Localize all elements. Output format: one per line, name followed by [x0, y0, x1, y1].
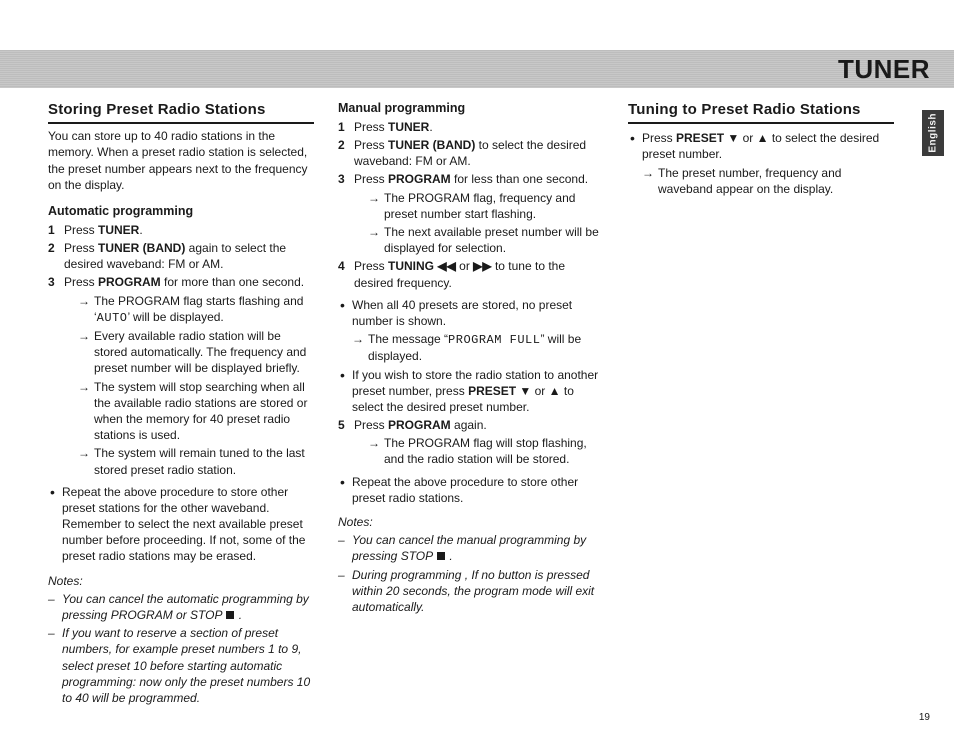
page-number: 19: [919, 712, 930, 723]
manual-result-1: The PROGRAM flag, frequency and preset n…: [368, 190, 604, 222]
text-bold: ▶▶: [473, 259, 491, 273]
text-bold: TUNING ◀◀: [388, 259, 456, 273]
text: .: [446, 549, 453, 563]
text: Press: [64, 223, 98, 237]
manual-result-5: The PROGRAM flag will stop flashing, and…: [368, 435, 604, 467]
text: The message “: [368, 332, 448, 346]
text: .: [429, 120, 432, 134]
text: for more than one second.: [161, 275, 304, 289]
text: You can cancel the manual programming by…: [352, 533, 586, 563]
auto-step-2: 2 Press TUNER (BAND) again to select the…: [48, 240, 314, 272]
text: You can cancel the automatic programming…: [62, 592, 309, 622]
text: .: [139, 223, 142, 237]
lcd-text: AUTO: [97, 311, 128, 325]
text-bold: TUNER: [98, 223, 139, 237]
text: or: [456, 259, 473, 273]
intro-text: You can store up to 40 radio stations in…: [48, 128, 314, 193]
text-bold: TUNER: [388, 120, 429, 134]
text-bold: TUNER (BAND): [388, 138, 475, 152]
text: or: [739, 131, 756, 145]
text: or: [531, 384, 548, 398]
text: Press: [354, 120, 388, 134]
text: Press: [64, 241, 98, 255]
manual-result-2: The next available preset number will be…: [368, 224, 604, 256]
manual-step-1: 1 Press TUNER.: [338, 119, 604, 135]
column-manual: Manual programming 1 Press TUNER. 2 Pres…: [338, 100, 604, 711]
text-bold: PROGRAM: [388, 172, 451, 186]
text-bold: ▲: [757, 131, 769, 145]
text: Press: [354, 259, 388, 273]
manual-bullet-2: If you wish to store the radio station t…: [338, 367, 604, 416]
text: Press: [354, 418, 388, 432]
manual-note-1: You can cancel the manual programming by…: [338, 532, 604, 564]
language-tab: English: [922, 110, 944, 156]
auto-note-1: You can cancel the automatic programming…: [48, 591, 314, 623]
heading-manual: Manual programming: [338, 100, 604, 117]
stop-icon: [437, 552, 445, 560]
manual-note-2: During programming , If no button is pre…: [338, 567, 604, 616]
column-storing: Storing Preset Radio Stations You can st…: [48, 100, 314, 711]
text: Press: [354, 138, 388, 152]
notes-label: Notes:: [48, 573, 314, 589]
auto-repeat-note: Repeat the above procedure to store othe…: [48, 484, 314, 565]
heading-automatic: Automatic programming: [48, 203, 314, 220]
text-bold: ▲: [549, 384, 561, 398]
text: .: [235, 608, 242, 622]
header-band: TUNER: [0, 50, 954, 88]
stop-icon: [226, 611, 234, 619]
text-bold: PROGRAM: [388, 418, 451, 432]
heading-tuning: Tuning to Preset Radio Stations: [628, 100, 894, 124]
lcd-text: PROGRAM FULL: [448, 333, 540, 347]
auto-result-4: The system will remain tuned to the last…: [78, 445, 314, 477]
text: ’ will be displayed.: [127, 310, 223, 324]
auto-result-3: The system will stop searching when all …: [78, 379, 314, 444]
auto-step-1: 1 Press TUNER.: [48, 222, 314, 238]
text-bold: PRESET ▼: [468, 384, 531, 398]
manual-step-2: 2 Press TUNER (BAND) to select the desir…: [338, 137, 604, 169]
header-title: TUNER: [838, 54, 930, 85]
manual-repeat-note: Repeat the above procedure to store othe…: [338, 474, 604, 506]
text-bold: PROGRAM: [98, 275, 161, 289]
manual-step-4: 4 Press TUNING ◀◀ or ▶▶ to tune to the d…: [338, 258, 604, 290]
text-bold: PRESET ▼: [676, 131, 739, 145]
heading-storing: Storing Preset Radio Stations: [48, 100, 314, 124]
text-bold: TUNER (BAND): [98, 241, 185, 255]
auto-result-2: Every available radio station will be st…: [78, 328, 314, 377]
column-tuning: Tuning to Preset Radio Stations Press PR…: [628, 100, 894, 711]
program-full-msg: The message “PROGRAM FULL” will be displ…: [352, 331, 604, 364]
text: Press: [642, 131, 676, 145]
auto-note-2: If you want to reserve a section of pres…: [48, 625, 314, 706]
notes-label: Notes:: [338, 514, 604, 530]
tuning-result-1: The preset number, frequency and waveban…: [642, 165, 894, 197]
text: for less than one second.: [451, 172, 588, 186]
manual-bullet-1: When all 40 presets are stored, no prese…: [338, 297, 604, 365]
text: Press: [64, 275, 98, 289]
auto-result-1: The PROGRAM flag starts flashing and ‘AU…: [78, 293, 314, 326]
text: again.: [451, 418, 487, 432]
manual-step-5: 5 Press PROGRAM again. The PROGRAM flag …: [338, 417, 604, 468]
manual-step-3: 3 Press PROGRAM for less than one second…: [338, 171, 604, 256]
auto-step-3: 3 Press PROGRAM for more than one second…: [48, 274, 314, 477]
text: When all 40 presets are stored, no prese…: [352, 298, 572, 328]
text: Press: [354, 172, 388, 186]
tuning-bullet-1: Press PRESET ▼ or ▲ to select the desire…: [628, 130, 894, 197]
